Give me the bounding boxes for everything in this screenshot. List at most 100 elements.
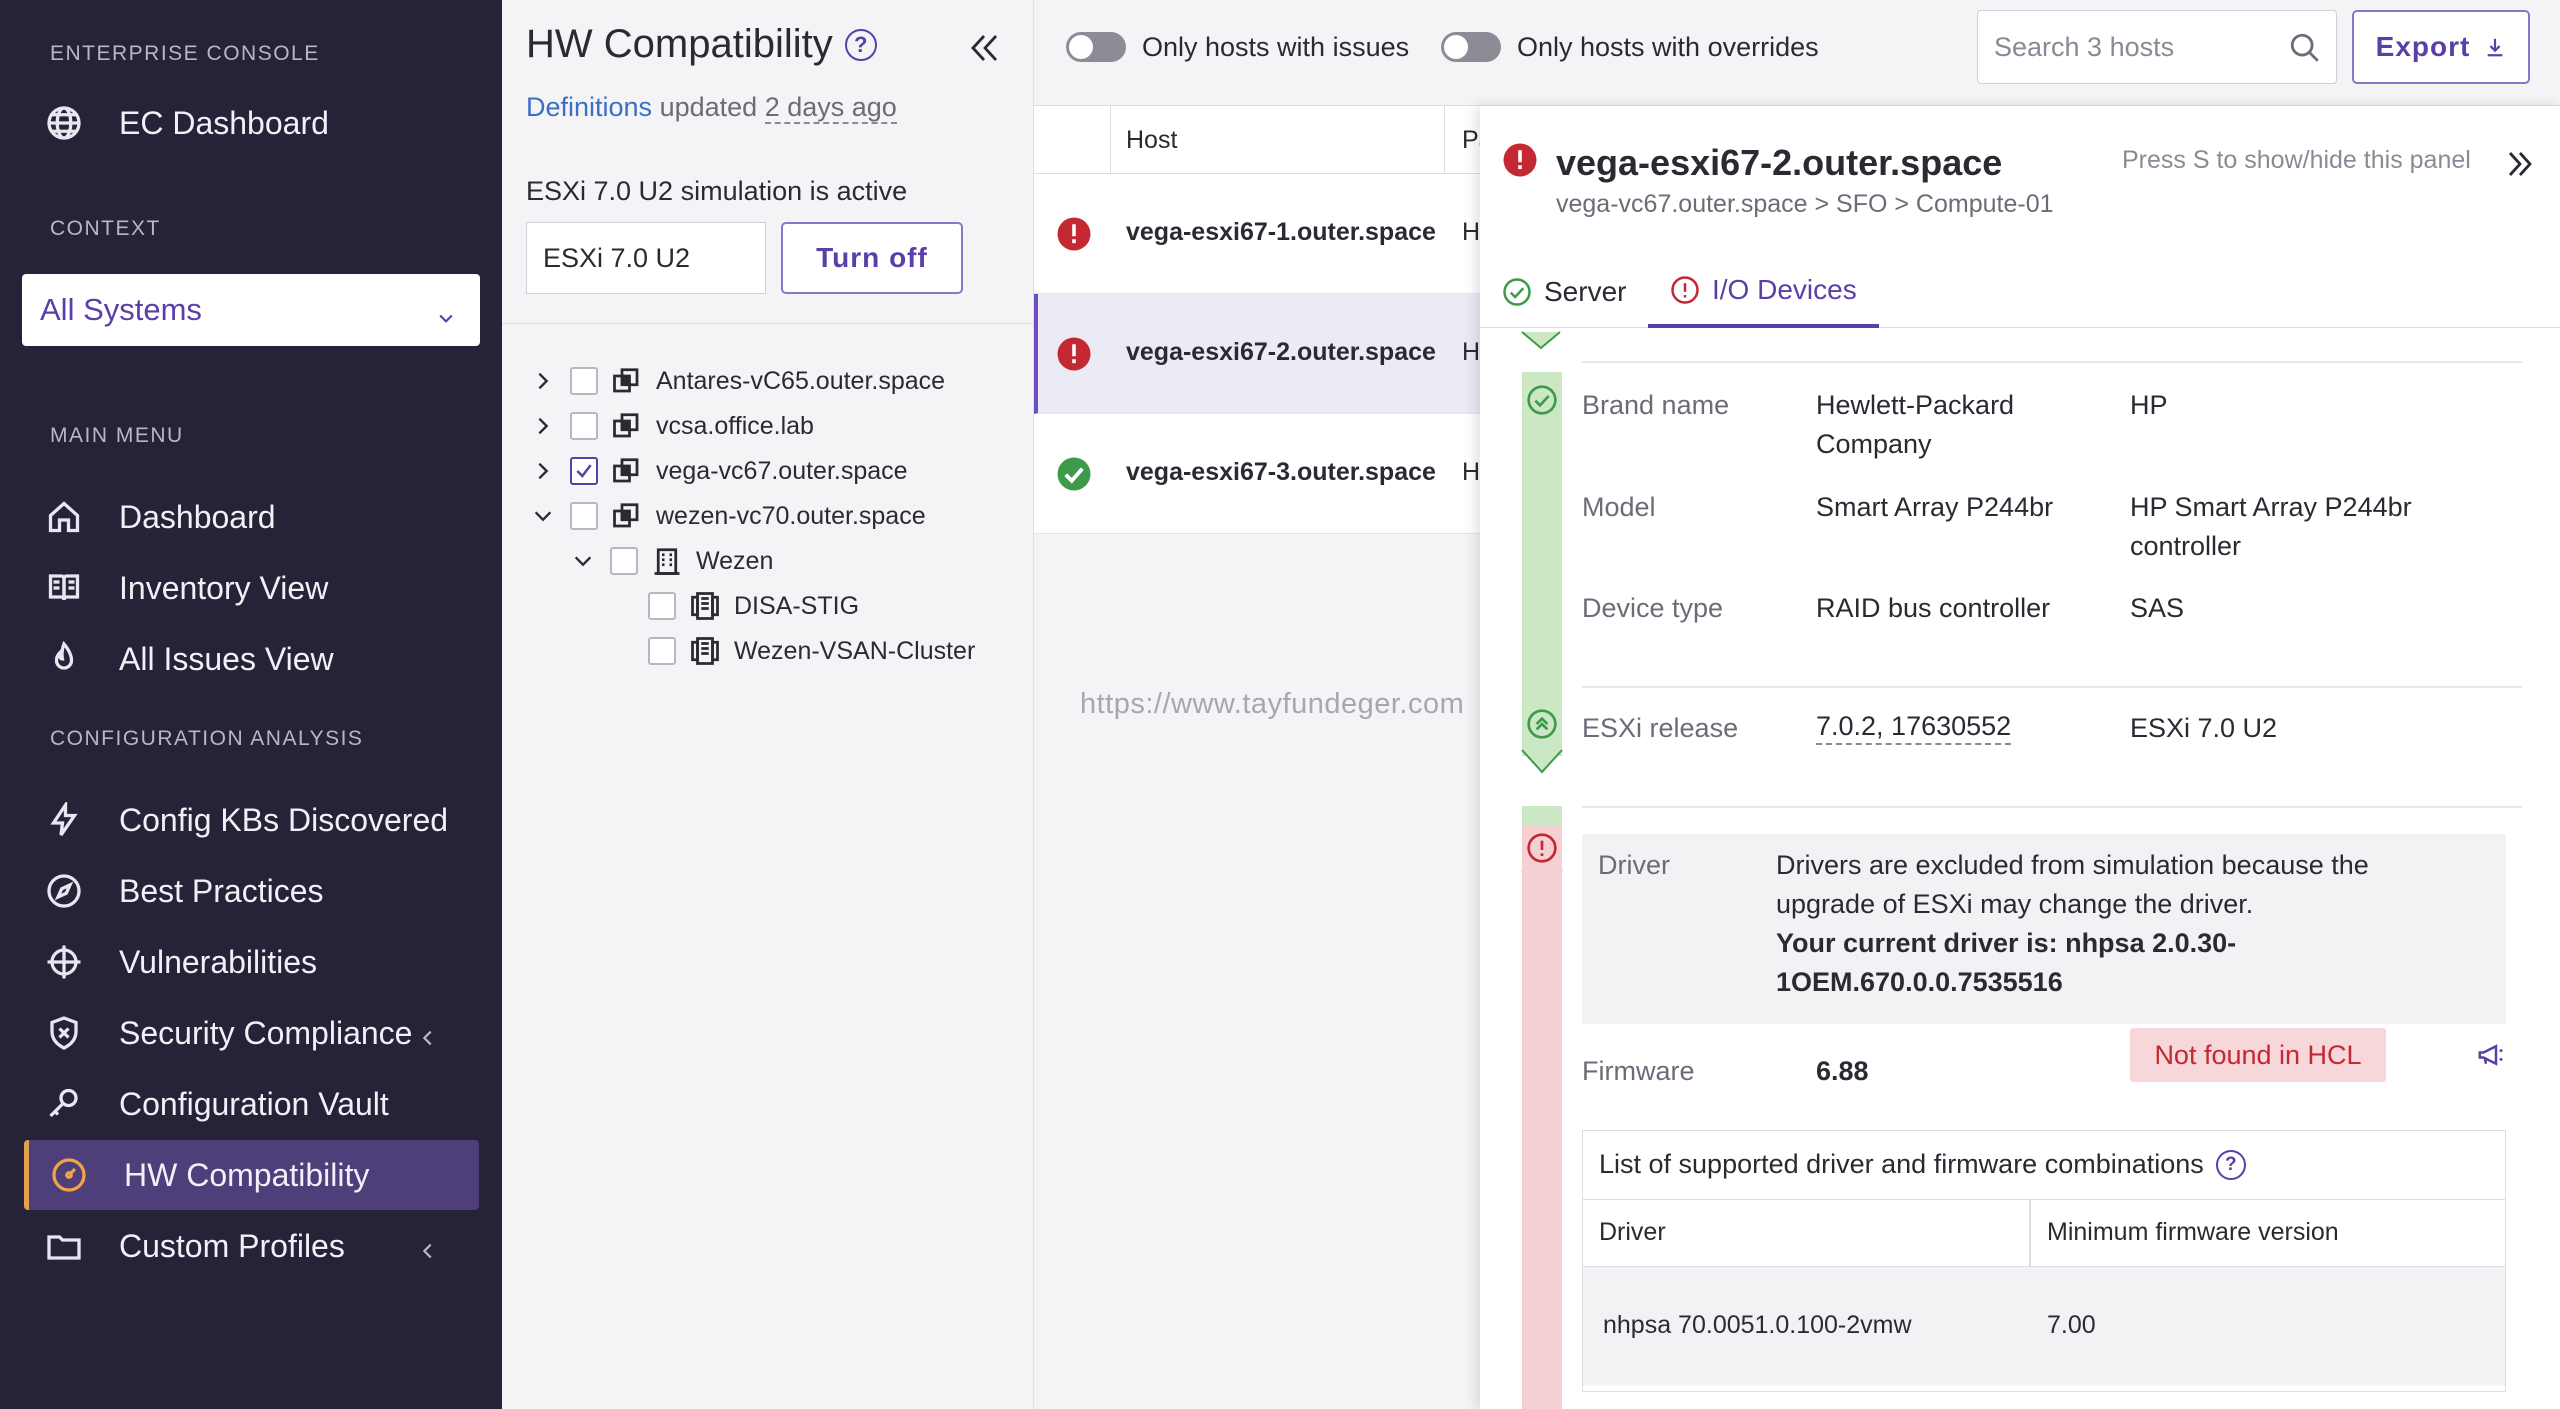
tree-node[interactable]: vega-vc67.outer.space xyxy=(532,451,908,491)
device-type-hcl: SAS xyxy=(2130,593,2185,623)
host-name[interactable]: vega-esxi67-1.outer.space xyxy=(1126,218,1436,246)
column-separator xyxy=(1110,106,1111,174)
tree-checkbox[interactable] xyxy=(570,412,598,440)
host-cell: H xyxy=(1462,338,1481,366)
help-icon[interactable]: ? xyxy=(844,28,877,61)
megaphone-icon[interactable] xyxy=(2476,1040,2506,1070)
error-status-icon xyxy=(1502,142,1538,178)
divider xyxy=(1582,806,2522,808)
help-icon[interactable]: ? xyxy=(2215,1149,2246,1180)
chevron-down-icon[interactable] xyxy=(572,550,594,572)
tree-checkbox[interactable] xyxy=(570,502,598,530)
chevron-down-icon[interactable] xyxy=(532,505,554,527)
toggle-only-hosts-with-overrides[interactable]: Only hosts with overrides xyxy=(1441,32,1819,62)
vcenter-icon xyxy=(612,366,642,396)
turn-off-button[interactable]: Turn off xyxy=(781,222,963,294)
tree-node[interactable]: DISA-STIG xyxy=(648,586,859,626)
sidebar-item-label: Dashboard xyxy=(119,498,276,535)
tab-io-devices[interactable]: I/O Devices xyxy=(1648,256,1879,328)
sidebar-item-dashboard[interactable]: Dashboard xyxy=(24,482,479,552)
home-icon xyxy=(44,497,84,537)
expand-up-icon xyxy=(1527,709,1557,739)
sidebar-item-label: Custom Profiles xyxy=(119,1227,345,1264)
definitions-line: Definitions updated 2 days ago xyxy=(526,92,897,124)
tree-node[interactable]: Wezen xyxy=(572,541,773,581)
export-label: Export xyxy=(2375,31,2471,62)
tree-node-label: Wezen-VSAN-Cluster xyxy=(734,636,976,665)
toggle-only-hosts-with-issues[interactable]: Only hosts with issues xyxy=(1066,32,1409,62)
brand-name-label: Brand name xyxy=(1582,390,1730,420)
column-header-driver: Driver xyxy=(1599,1218,1666,1246)
search-input[interactable]: Search 3 hosts xyxy=(1977,10,2337,84)
toggle-switch[interactable] xyxy=(1441,32,1501,62)
enterprise-console-heading: ENTERPRISE CONSOLE xyxy=(50,42,320,65)
host-cell: H xyxy=(1462,458,1481,486)
tree-checkbox[interactable] xyxy=(610,547,638,575)
table-row[interactable]: vega-esxi67-3.outer.space H xyxy=(1034,414,1484,534)
sidebar-item-security-compliance[interactable]: Security Compliance xyxy=(24,998,479,1068)
column-separator xyxy=(1444,106,1445,174)
sidebar-item-inventory-view[interactable]: Inventory View xyxy=(24,553,479,623)
search-icon[interactable] xyxy=(2288,31,2322,65)
table-row-selected[interactable]: vega-esxi67-2.outer.space H xyxy=(1034,294,1484,414)
panel-hint: Press S to show/hide this panel xyxy=(2122,146,2471,174)
hide-panel-button[interactable] xyxy=(2504,148,2536,180)
brand-name-value-line2: Company xyxy=(1816,429,1932,459)
tree-node[interactable]: Wezen-VSAN-Cluster xyxy=(648,631,975,671)
supported-combinations-table: List of supported driver and firmware co… xyxy=(1582,1130,2506,1392)
chevron-right-icon[interactable] xyxy=(532,415,554,437)
collapse-panel-button[interactable] xyxy=(964,30,1004,66)
sidebar-item-best-practices[interactable]: Best Practices xyxy=(24,856,479,926)
host-name[interactable]: vega-esxi67-2.outer.space xyxy=(1126,338,1436,366)
table-row[interactable]: vega-esxi67-1.outer.space H xyxy=(1034,174,1484,294)
simulation-select[interactable]: ESXi 7.0 U2 xyxy=(526,222,766,294)
host-detail-panel: vega-esxi67-2.outer.space vega-vc67.oute… xyxy=(1480,106,2560,1409)
driver-box xyxy=(1582,834,2506,1024)
driver-current-line2: 1OEM.670.0.0.7535516 xyxy=(1776,967,2063,997)
tab-server[interactable]: Server xyxy=(1502,256,1626,328)
sidebar-item-configuration-vault[interactable]: Configuration Vault xyxy=(24,1069,479,1139)
main-menu-heading: MAIN MENU xyxy=(50,424,184,447)
combinations-title-text: List of supported driver and firmware co… xyxy=(1599,1149,2204,1179)
tree-checkbox[interactable] xyxy=(570,457,598,485)
cluster-icon xyxy=(690,591,720,621)
vcenter-icon xyxy=(612,456,642,486)
sidebar-item-all-issues-view[interactable]: All Issues View xyxy=(24,624,479,694)
context-select[interactable]: All Systems xyxy=(22,274,480,346)
tree-checkbox[interactable] xyxy=(570,367,598,395)
sidebar-item-label: All Issues View xyxy=(119,640,334,677)
tree-checkbox[interactable] xyxy=(648,637,676,665)
sidebar-item-custom-profiles[interactable]: Custom Profiles xyxy=(24,1211,479,1281)
tree-checkbox[interactable] xyxy=(648,592,676,620)
host-name[interactable]: vega-esxi67-3.outer.space xyxy=(1126,458,1436,486)
configuration-analysis-heading: CONFIGURATION ANALYSIS xyxy=(50,727,364,750)
tab-label: I/O Devices xyxy=(1712,274,1857,305)
model-hcl-line2: controller xyxy=(2130,531,2242,561)
divider xyxy=(1582,361,2522,363)
export-button[interactable]: Export xyxy=(2352,10,2530,84)
check-circle-icon xyxy=(1503,278,1531,306)
toggle-switch[interactable] xyxy=(1066,32,1126,62)
vcenter-icon xyxy=(612,501,642,531)
tree-node[interactable]: wezen-vc70.outer.space xyxy=(532,496,926,536)
tree-node[interactable]: vcsa.office.lab xyxy=(532,406,814,446)
divider xyxy=(502,323,1034,324)
sidebar-item-ec-dashboard[interactable]: EC Dashboard xyxy=(24,88,479,158)
sidebar-item-label: Vulnerabilities xyxy=(119,943,318,980)
tree-node[interactable]: Antares-vC65.outer.space xyxy=(532,361,945,401)
sidebar-item-vulnerabilities[interactable]: Vulnerabilities xyxy=(24,927,479,997)
detail-title: vega-esxi67-2.outer.space xyxy=(1556,142,2003,183)
column-header-host[interactable]: Host xyxy=(1126,126,1178,154)
definitions-link[interactable]: Definitions xyxy=(526,92,653,122)
globe-icon xyxy=(44,103,84,143)
chevron-down-icon xyxy=(1521,749,1563,774)
sidebar-item-hw-compatibility[interactable]: HW Compatibility xyxy=(24,1140,479,1210)
toggle-label: Only hosts with issues xyxy=(1142,31,1410,62)
chevron-right-icon[interactable] xyxy=(532,370,554,392)
error-status-icon xyxy=(1056,216,1092,252)
sidebar-item-config-kbs[interactable]: Config KBs Discovered xyxy=(24,785,479,855)
esxi-release-label: ESXi release xyxy=(1582,713,1739,743)
column-separator xyxy=(2029,1200,2031,1268)
folder-icon xyxy=(44,1226,84,1266)
chevron-right-icon[interactable] xyxy=(532,460,554,482)
